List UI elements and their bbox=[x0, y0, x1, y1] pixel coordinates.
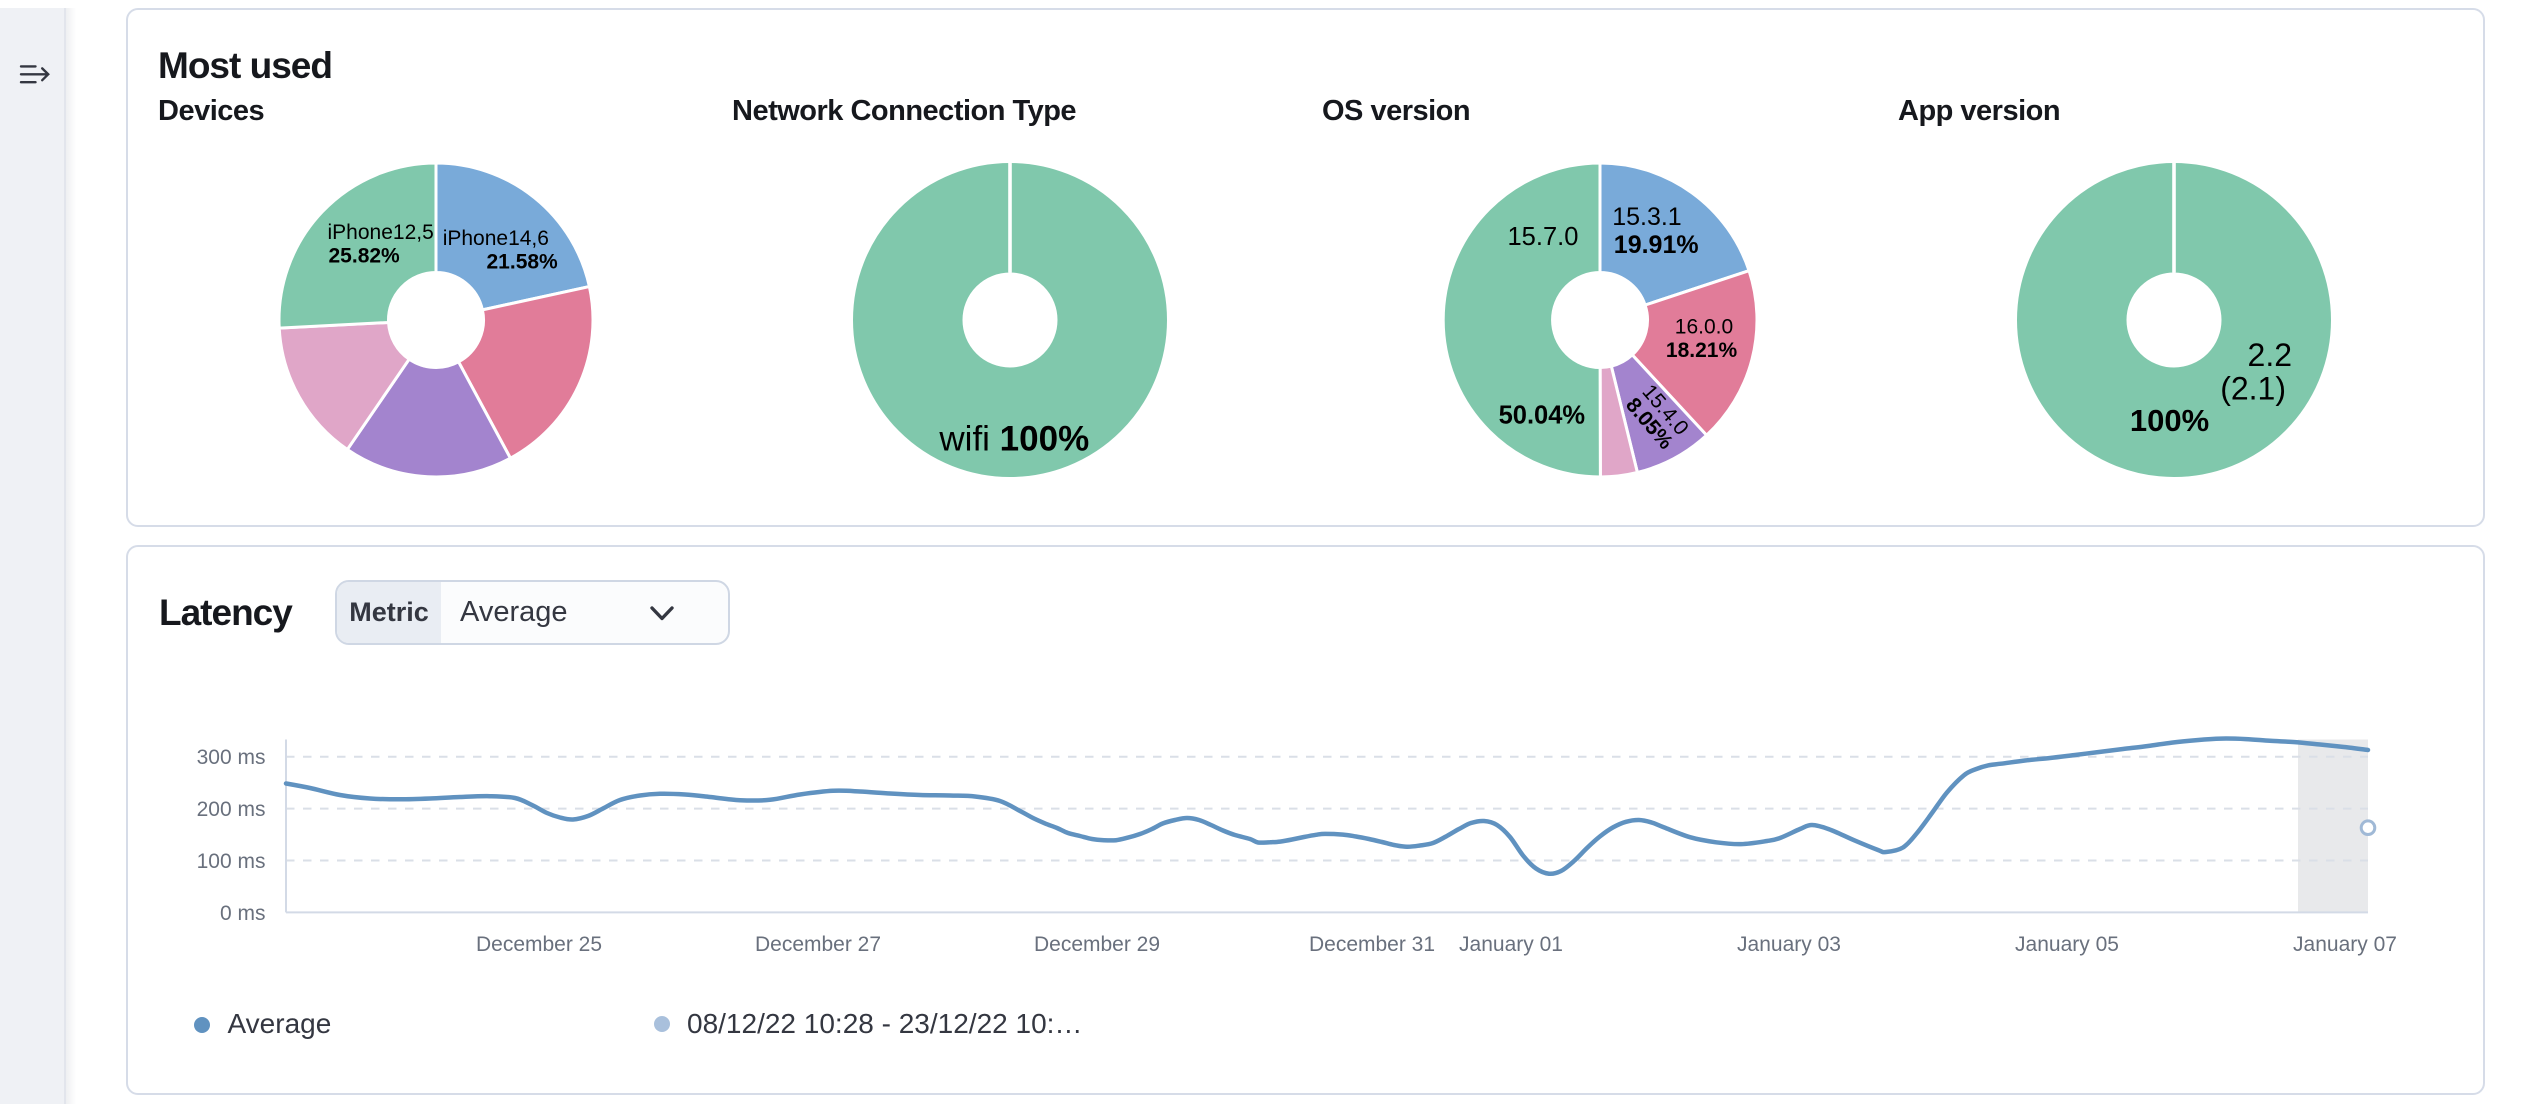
svg-text:0 ms: 0 ms bbox=[220, 902, 266, 925]
svg-text:December 27: December 27 bbox=[755, 933, 881, 956]
svg-text:December 29: December 29 bbox=[1034, 933, 1160, 956]
svg-text:16.0.0: 16.0.0 bbox=[1674, 316, 1732, 339]
svg-text:25.82%: 25.82% bbox=[329, 245, 401, 268]
svg-text:300 ms: 300 ms bbox=[197, 746, 266, 769]
svg-text:19.91%: 19.91% bbox=[1613, 231, 1698, 259]
svg-text:100 ms: 100 ms bbox=[197, 850, 266, 873]
svg-text:15.3.1: 15.3.1 bbox=[1612, 203, 1682, 231]
svg-text:2.2: 2.2 bbox=[2248, 337, 2292, 373]
svg-text:wifi 100%: wifi 100% bbox=[938, 420, 1089, 459]
svg-text:December 25: December 25 bbox=[476, 933, 602, 956]
svg-text:December 31: December 31 bbox=[1309, 933, 1435, 956]
svg-text:January 07: January 07 bbox=[2293, 933, 2397, 956]
svg-text:January 01: January 01 bbox=[1459, 933, 1563, 956]
svg-text:January 05: January 05 bbox=[2015, 933, 2119, 956]
svg-text:21.58%: 21.58% bbox=[487, 251, 559, 274]
svg-text:50.04%: 50.04% bbox=[1498, 402, 1585, 430]
svg-text:15.7.0: 15.7.0 bbox=[1507, 223, 1578, 251]
svg-text:iPhone12,5: iPhone12,5 bbox=[328, 221, 434, 244]
svg-text:(2.1): (2.1) bbox=[2220, 371, 2286, 407]
svg-text:January 03: January 03 bbox=[1737, 933, 1841, 956]
svg-text:iPhone14,6: iPhone14,6 bbox=[443, 227, 549, 250]
svg-text:18.21%: 18.21% bbox=[1665, 339, 1737, 362]
svg-text:100%: 100% bbox=[2130, 403, 2209, 438]
svg-text:200 ms: 200 ms bbox=[197, 798, 266, 821]
